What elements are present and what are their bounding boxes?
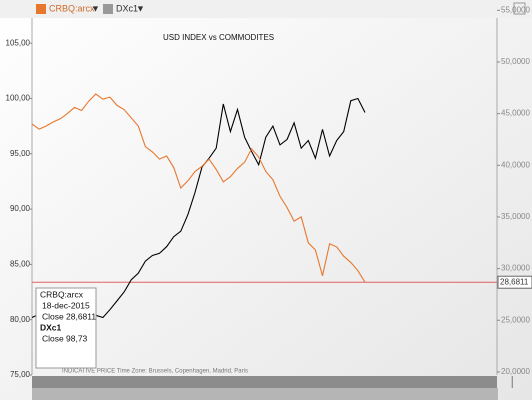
reference-label-box: [497, 275, 532, 289]
y2-tick-label: 30,0000: [501, 264, 530, 273]
chart-title: USD INDEX vs COMMODITES: [163, 33, 274, 42]
y2-tick-label: 25,0000: [501, 315, 530, 324]
y2-tick-label: 40,0000: [501, 160, 530, 169]
y-tick-label: 85,00: [10, 259, 31, 268]
tooltip-text: 18-dec-2015: [42, 300, 90, 310]
y-tick-label: 75,00: [10, 370, 31, 379]
settings-icon[interactable]: [513, 2, 526, 15]
y2-tick-label: 45,0000: [501, 109, 530, 118]
tooltip-text: Close: [42, 333, 64, 343]
instrument-label[interactable]: DXc1: [116, 3, 138, 13]
year-axis: [32, 388, 497, 400]
instrument-label[interactable]: CRBQ:arcx: [49, 3, 95, 13]
y2-tick-label: 35,0000: [501, 212, 530, 221]
y2-tick-label: 20,0000: [501, 367, 530, 376]
footer: INDICATIVE PRICE Time Zone: Brussels, Co…: [62, 369, 248, 375]
y-tick-label: 90,00: [10, 204, 31, 213]
y-tick-label: 95,00: [10, 149, 31, 158]
tooltip: CRBQ:arcx 18-dec-2015 Close 28,6811 DXc1…: [35, 287, 97, 369]
quarter-axis: [32, 376, 497, 388]
reference-label: 28,6811: [500, 277, 529, 286]
tooltip-text: DXc1: [40, 322, 62, 332]
instrument-icon: [103, 4, 113, 14]
tooltip-text: 98,73: [66, 333, 88, 343]
y2-tick-label: 50,0000: [501, 57, 530, 66]
tooltip-text: CRBQ:arcx: [40, 289, 84, 299]
y-tick-label: 105,00: [6, 38, 31, 47]
y2-tick-label: 55,0000: [501, 5, 530, 14]
tooltip-box: [35, 287, 97, 369]
tooltip-text: Close: [42, 311, 64, 321]
y-tick-label: 100,00: [6, 94, 31, 103]
tooltip-text: 28,6811: [66, 311, 96, 321]
series-line: [31, 93, 366, 283]
toolbar: [0, 0, 532, 18]
dropdown[interactable]: ▼: [136, 3, 145, 13]
y-tick-label: 80,00: [10, 315, 31, 324]
dropdown[interactable]: ▼: [91, 3, 100, 13]
instrument-icon: [36, 4, 46, 14]
